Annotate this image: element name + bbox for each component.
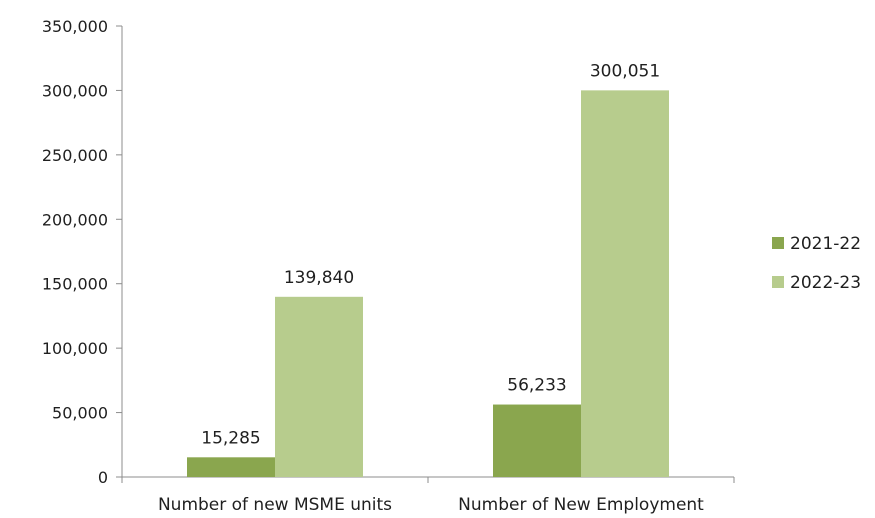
data-label: 56,233 — [507, 376, 566, 396]
y-tick-label: 300,000 — [42, 81, 108, 100]
bar — [187, 457, 275, 477]
y-tick-label: 250,000 — [42, 146, 108, 165]
bar — [493, 404, 581, 477]
y-tick-label: 200,000 — [42, 210, 108, 229]
bars — [187, 90, 669, 477]
bar — [581, 90, 669, 477]
legend-swatch — [772, 276, 784, 288]
x-axis: Number of new MSME units Number of New Em… — [121, 476, 735, 515]
y-tick-label: 100,000 — [42, 339, 108, 358]
legend: 2021-22 2022-23 — [772, 234, 861, 293]
bar — [275, 296, 363, 477]
x-category-label: Number of New Employment — [458, 495, 704, 515]
y-axis: 0 50,000 100,000 150,000 200,000 250,000 300,0… — [42, 17, 123, 487]
y-tick-label: 150,000 — [42, 275, 108, 294]
legend-label: 2022-23 — [790, 273, 861, 293]
x-category-label: Number of new MSME units — [158, 495, 392, 515]
data-label: 300,051 — [590, 61, 660, 81]
y-tick-label: 0 — [98, 468, 108, 487]
y-tick-label: 350,000 — [42, 17, 108, 36]
legend-swatch — [772, 237, 784, 249]
data-labels: 15,285 139,840 56,233 300,051 — [201, 61, 660, 448]
data-label: 139,840 — [284, 268, 354, 288]
legend-label: 2021-22 — [790, 234, 861, 254]
y-tick-label: 50,000 — [52, 404, 108, 423]
data-label: 15,285 — [201, 428, 260, 448]
